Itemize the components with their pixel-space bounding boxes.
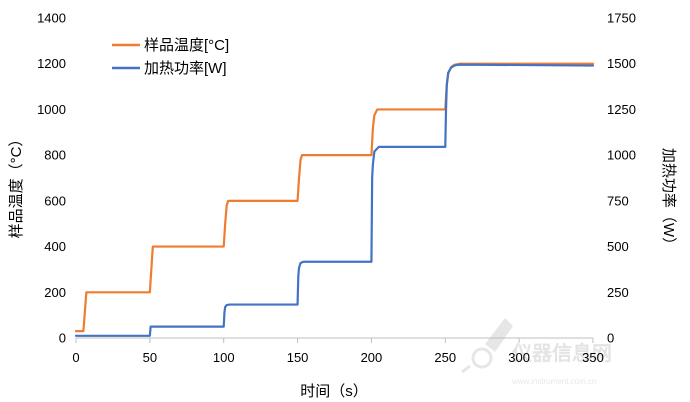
y-left-tick-label: 800 (44, 148, 66, 163)
y-right-tick-label: 1500 (607, 56, 636, 71)
y-axis-left-ticks: 0 200 400 600 800 1000 1200 1400 (37, 11, 66, 346)
x-axis-title: 时间（s） (300, 383, 368, 400)
y-left-tick-label: 1200 (37, 56, 66, 71)
y-left-tick-label: 1000 (37, 102, 66, 117)
y-axis-right-ticks: 0 250 500 750 1000 1250 1500 1750 (607, 11, 636, 346)
x-tick-label: 50 (143, 350, 157, 365)
y-right-tick-label: 250 (607, 285, 629, 300)
legend-label-power: 加热功率[W] (144, 60, 227, 77)
y-right-tick-label: 1750 (607, 11, 636, 26)
y-right-tick-label: 0 (607, 331, 614, 346)
y-right-tick-label: 500 (607, 239, 629, 254)
y-right-tick-label: 750 (607, 193, 629, 208)
y-axis-right-title: 加热功率（W） (660, 148, 677, 252)
watermark-subtext: www.instrument.com.cn (511, 377, 596, 386)
y-right-tick-label: 1250 (607, 102, 636, 117)
x-tick-label: 250 (434, 350, 456, 365)
x-tick-label: 0 (72, 350, 79, 365)
x-tick-label: 100 (213, 350, 235, 365)
y-left-tick-label: 600 (44, 193, 66, 208)
watermark: 仪器信息网 www.instrument.com.cn (461, 318, 612, 386)
y-right-tick-label: 1000 (607, 148, 636, 163)
legend: 样品温度[°C] 加热功率[W] (112, 37, 229, 77)
series-line-power (74, 63, 595, 337)
watermark-text: 仪器信息网 (511, 341, 612, 365)
y-axis-left-title: 样品温度（°C） (8, 132, 25, 239)
x-tick-label: 200 (361, 350, 383, 365)
x-tick-label: 150 (287, 350, 309, 365)
x-tick-label: 300 (508, 350, 530, 365)
watermark-logo-icon (461, 318, 513, 374)
legend-label-temperature: 样品温度[°C] (144, 37, 229, 54)
series-line-temperature (74, 62, 595, 333)
y-left-tick-label: 1400 (37, 11, 66, 26)
y-left-tick-label: 200 (44, 285, 66, 300)
series-layer (74, 62, 595, 337)
y-left-tick-label: 400 (44, 239, 66, 254)
x-tick-label: 350 (582, 350, 604, 365)
x-axis-ticks: 0 50 100 150 200 250 300 350 (72, 338, 604, 365)
y-left-tick-label: 0 (59, 331, 66, 346)
